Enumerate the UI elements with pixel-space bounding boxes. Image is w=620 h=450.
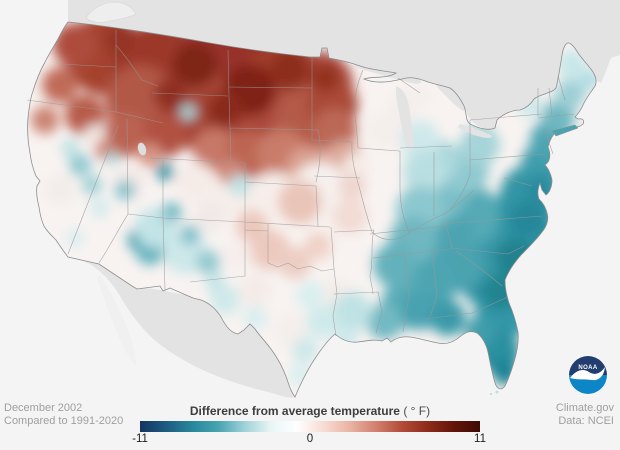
- colorbar-unit: ( ° F): [403, 404, 431, 418]
- lake-ontario: [489, 104, 518, 113]
- florida-keys: [495, 390, 499, 394]
- lake-huron: [435, 81, 467, 111]
- site-label: Climate.gov: [555, 402, 614, 414]
- lake-superior: [346, 55, 422, 84]
- long-island: [551, 124, 579, 137]
- colorbar-tick-max: 11: [474, 433, 486, 445]
- colorbar-tick-zero: 0: [306, 433, 314, 445]
- vancouver-island: [85, 1, 137, 23]
- noaa-seagull-icon: [570, 367, 605, 381]
- florida-keys-2: [489, 392, 493, 396]
- attribution-left: December 2002 Compared to 1991-2020: [4, 402, 123, 428]
- lake-michigan: [396, 86, 414, 150]
- canada-landmass: [68, 0, 620, 130]
- colorbar-ticks: -11 0 11: [132, 433, 486, 447]
- mexico-landmass: [68, 257, 295, 398]
- noaa-logo-sky: [569, 356, 607, 375]
- colorbar-label: Difference from average temperature: [189, 404, 400, 418]
- noaa-logo: NOAA: [568, 355, 608, 395]
- great-salt-lake: [137, 142, 147, 156]
- noaa-logo-text: NOAA: [578, 365, 598, 371]
- attribution-right: Climate.gov Data: NCEI: [556, 402, 614, 428]
- lake-erie: [458, 124, 492, 139]
- lake-of-the-woods: [381, 59, 387, 65]
- period-label: December 2002: [4, 402, 83, 414]
- lake-of-the-woods-2: [389, 64, 393, 68]
- baseline-label: Compared to 1991-2020: [4, 415, 124, 427]
- colorbar-title: Difference from average temperature ( ° …: [140, 404, 480, 418]
- colorbar-tick-min: -11: [132, 433, 148, 445]
- colorbar-gradient: [140, 421, 480, 432]
- source-label: Data: NCEI: [558, 415, 614, 427]
- great-lakes: [346, 55, 518, 150]
- gulf-of-california: [97, 275, 136, 366]
- noaa-logo-sea: [569, 375, 607, 394]
- state-borders: [26, 30, 575, 337]
- anomaly-blob-layer: [31, 22, 597, 386]
